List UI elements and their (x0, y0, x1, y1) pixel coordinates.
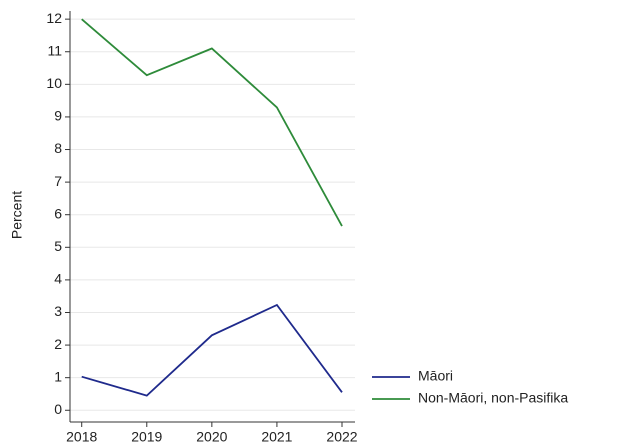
line (81, 18, 343, 227)
y-tick-label: 2 (54, 336, 62, 352)
x-tick-label: 2019 (131, 429, 162, 445)
y-tick-label: 7 (54, 173, 62, 189)
y-tick-label: 10 (46, 75, 62, 91)
line (81, 303, 343, 397)
legend-label: Non-Māori, non-Pasifika (418, 390, 568, 406)
y-tick-label: 3 (54, 303, 62, 319)
y-tick-label: 9 (54, 108, 62, 124)
y-tick-label: 6 (54, 205, 62, 221)
y-tick-label: 11 (47, 42, 62, 58)
x-tick-label: 2018 (66, 429, 97, 445)
y-tick-label: 1 (54, 368, 62, 384)
x-tick-label: 2021 (261, 429, 292, 445)
x-tick-label: 2020 (196, 429, 227, 445)
y-tick-label: 8 (54, 140, 62, 156)
x-tick-label: 2022 (326, 429, 357, 445)
y-tick-label: 4 (54, 271, 62, 287)
y-tick-label: 0 (54, 401, 62, 417)
y-axis-label: Percent (9, 191, 25, 239)
y-tick-label: 12 (46, 10, 62, 26)
y-tick-label: 5 (54, 238, 62, 254)
legend-label: Māori (418, 368, 453, 384)
